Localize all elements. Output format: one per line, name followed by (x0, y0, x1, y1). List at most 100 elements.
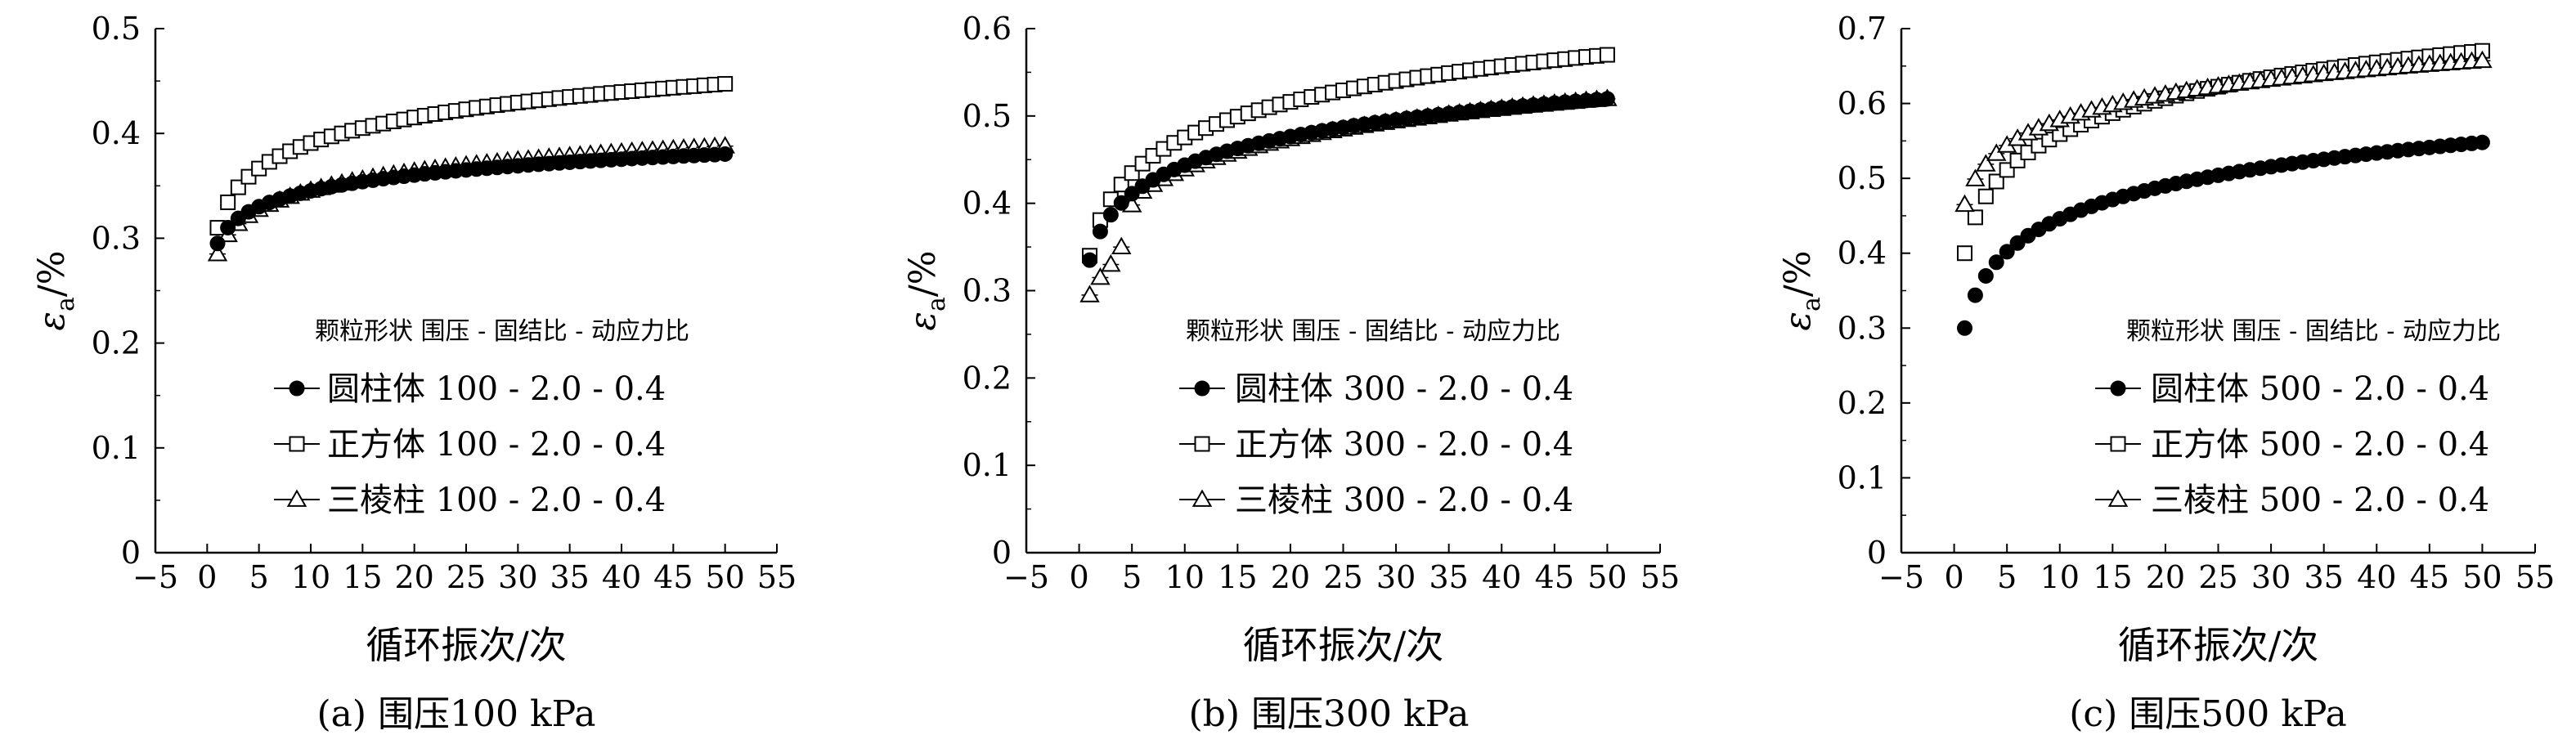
x-tick-label: 45 (653, 559, 693, 595)
legend-marker (2110, 380, 2126, 397)
data-point (209, 235, 226, 252)
x-axis-title: 循环振次/次 (366, 623, 567, 667)
data-point (2472, 50, 2493, 69)
data-point (717, 146, 734, 162)
legend-marker (1192, 489, 1213, 507)
x-tick-label: 40 (2357, 559, 2396, 595)
y-tick-label: 0.1 (1838, 459, 1887, 495)
x-tick-label: 15 (2093, 559, 2132, 595)
data-point (1967, 287, 1983, 303)
series-2 (209, 76, 734, 236)
y-tick-label: 0.5 (1838, 160, 1887, 196)
x-tick-label: 50 (2462, 559, 2502, 595)
legend-marker (1194, 380, 1210, 397)
x-tick-label: −5 (1003, 559, 1049, 595)
y-tick-label: 0 (121, 535, 141, 571)
legend-title: 颗粒形状 围压 - 固结比 - 动应力比 (2126, 317, 2501, 346)
data-point (1124, 186, 1140, 202)
legend-marker (2110, 436, 2126, 452)
x-tick-label: 45 (1535, 559, 1574, 595)
x-tick-label: 0 (197, 559, 217, 595)
data-point (1090, 267, 1111, 285)
series-3 (1954, 50, 2493, 213)
data-point (1977, 267, 1994, 284)
y-tick-label: 0.2 (92, 325, 141, 361)
x-tick-label: 15 (1218, 559, 1257, 595)
legend-marker (1194, 436, 1210, 452)
y-tick-label: 0 (992, 535, 1012, 571)
y-axis-title-unit: /% (31, 250, 73, 297)
y-tick-label: 0.4 (92, 115, 141, 151)
legend-marker (289, 380, 305, 397)
panel-caption: (b) 围压300 kPa (1189, 693, 1470, 735)
y-axis-title-subscript: a (52, 297, 80, 311)
y-tick-label: 0.3 (1838, 310, 1887, 346)
legend-marker (286, 489, 307, 507)
x-tick-label: 50 (1587, 559, 1627, 595)
y-tick-label: 0.6 (963, 11, 1012, 47)
y-axis-title-symbol: ε (31, 311, 73, 331)
x-tick-label: 25 (2198, 559, 2237, 595)
data-point (207, 244, 228, 262)
legend-label: 圆柱体 100 - 2.0 - 0.4 (327, 370, 666, 408)
x-tick-label: 45 (2410, 559, 2449, 595)
y-axis-title-unit: /% (902, 250, 944, 297)
x-tick-label: 10 (2040, 559, 2080, 595)
x-tick-label: 55 (1640, 559, 1680, 595)
y-axis-title-subscript: a (1797, 297, 1826, 311)
x-tick-label: 50 (705, 559, 744, 595)
x-axis-title: 循环振次/次 (1243, 623, 1444, 667)
y-tick-label: 0.2 (1838, 385, 1887, 421)
y-tick-label: 0.4 (1838, 235, 1887, 271)
chart-panel-3: −5 0 5 10 15 20 25 30 35 40 45 50 5500.10.20.30.40.5… (1777, 11, 2555, 735)
y-tick-label: 0.5 (963, 98, 1012, 134)
data-point (220, 194, 236, 210)
legend-label: 正方体 100 - 2.0 - 0.4 (327, 426, 666, 464)
x-tick-label: 0 (1069, 559, 1088, 595)
x-tick-label: 55 (2515, 559, 2555, 595)
y-tick-label: 0.1 (92, 430, 141, 466)
y-tick-label: 0.1 (963, 447, 1012, 483)
x-tick-label: 30 (2251, 559, 2291, 595)
data-point (2474, 134, 2490, 150)
legend-label: 三棱柱 300 - 2.0 - 0.4 (1235, 482, 1573, 519)
x-tick-label: 10 (291, 559, 330, 595)
y-axis-title: εa/% (31, 250, 80, 330)
legend-label: 圆柱体 300 - 2.0 - 0.4 (1235, 370, 1573, 408)
series-2 (1082, 47, 1615, 264)
data-point (1599, 47, 1615, 63)
y-tick-label: 0.2 (963, 360, 1012, 396)
panel-caption: (c) 围压500 kPa (2069, 693, 2346, 735)
legend-label: 圆柱体 500 - 2.0 - 0.4 (2151, 370, 2489, 408)
series-1 (209, 146, 734, 252)
legend-label: 正方体 300 - 2.0 - 0.4 (1235, 426, 1573, 464)
data-point (1599, 91, 1615, 107)
x-tick-label: 5 (249, 559, 269, 595)
data-point (1957, 245, 1972, 262)
data-point (1967, 209, 1983, 226)
y-tick-label: 0.3 (92, 220, 141, 256)
panel-caption: (a) 围压100 kPa (316, 693, 595, 735)
y-tick-label: 0.4 (963, 186, 1012, 222)
data-point (1111, 236, 1132, 254)
data-point (1102, 207, 1119, 223)
data-point (1965, 168, 1986, 186)
chart-panel-1: −5 0 5 10 15 20 25 30 35 40 45 50 5500.10.20.30.40.5… (31, 11, 797, 735)
x-tick-label: 35 (550, 559, 589, 595)
series-1 (1082, 91, 1615, 268)
x-tick-label: 5 (1122, 559, 1142, 595)
data-point (1101, 253, 1121, 272)
legend-marker (2107, 489, 2129, 507)
x-tick-label: 25 (1323, 559, 1362, 595)
series-1 (1957, 134, 2490, 336)
data-point (1082, 252, 1097, 268)
x-tick-label: 30 (498, 559, 537, 595)
x-tick-label: 10 (1165, 559, 1205, 595)
data-point (1988, 254, 2004, 271)
y-tick-label: 0.3 (963, 273, 1012, 309)
